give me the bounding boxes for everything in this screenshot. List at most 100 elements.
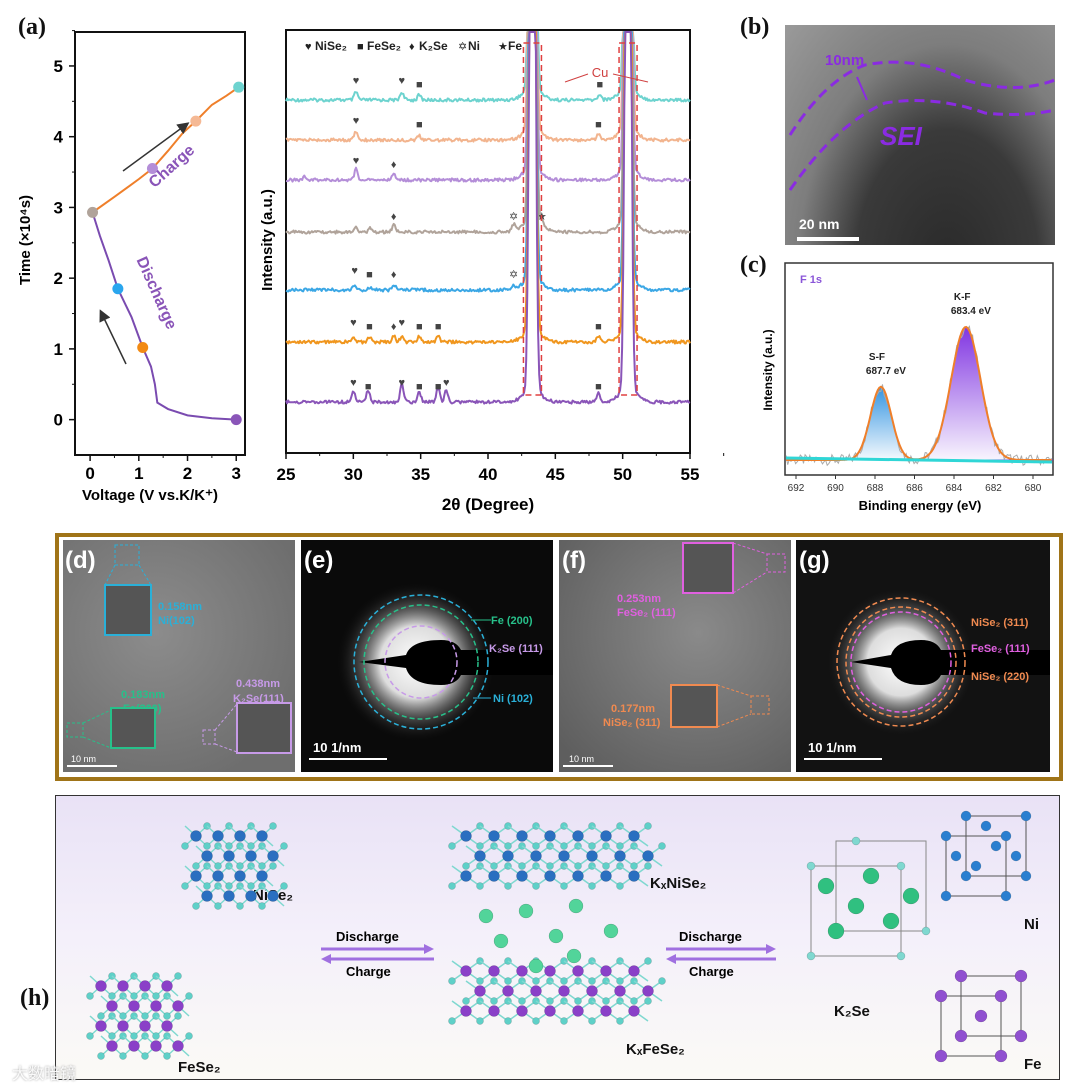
charge-label: Charge bbox=[346, 964, 391, 979]
se-atom bbox=[546, 862, 554, 870]
ni-atom bbox=[460, 830, 472, 842]
ni-atom bbox=[212, 870, 224, 882]
x-tick-label: 684 bbox=[946, 483, 963, 494]
fe-atom bbox=[460, 1005, 472, 1017]
fe-atom bbox=[954, 969, 968, 983]
k-atom bbox=[902, 887, 920, 905]
k-atom bbox=[568, 898, 584, 914]
ni-atom bbox=[558, 850, 570, 862]
nise2-lattice-inset bbox=[670, 684, 718, 728]
sei-label: SEI bbox=[880, 121, 923, 151]
nise2-spacing-label: 0.177nm bbox=[611, 703, 655, 715]
fe-atom bbox=[544, 965, 556, 977]
ni-atom bbox=[502, 850, 514, 862]
fit-envelope bbox=[786, 325, 1052, 461]
se-atom bbox=[163, 1012, 171, 1020]
ring-label-nise2-220: NiSe₂ (220) bbox=[971, 671, 1029, 683]
ni-atom bbox=[201, 850, 213, 862]
ni-atom bbox=[1020, 870, 1032, 882]
cu-leader-line bbox=[564, 73, 589, 83]
phase-marker: ♦ bbox=[391, 269, 397, 281]
unit-cell bbox=[965, 815, 1027, 877]
se-atom bbox=[476, 842, 484, 850]
y-axis-label: Intensity (a.u.) bbox=[259, 189, 276, 291]
x-axis-label: Voltage (V vs.K/K⁺) bbox=[82, 487, 218, 504]
se-atom bbox=[560, 842, 568, 850]
fe-lattice-inset bbox=[110, 707, 156, 749]
discharge-direction-arrow bbox=[99, 309, 127, 365]
fe-atom bbox=[460, 965, 472, 977]
se-atom bbox=[896, 861, 906, 871]
ni-atom bbox=[223, 890, 235, 902]
fit-peak-k-f bbox=[786, 326, 1053, 461]
ni-atom bbox=[940, 890, 952, 902]
y-axis-label: Time (×10⁴s) bbox=[17, 195, 34, 285]
se-atom bbox=[152, 992, 160, 1000]
se-atom bbox=[476, 882, 484, 890]
x-tick-label: 686 bbox=[906, 483, 923, 494]
phase-marker: ♥ bbox=[353, 75, 360, 87]
fe-atom bbox=[150, 1040, 162, 1052]
se-atom bbox=[616, 882, 624, 890]
unit-cell bbox=[945, 835, 1007, 897]
kxnise2-label: KₓNiSe₂ bbox=[650, 875, 706, 892]
legend-symbol: ✡ bbox=[458, 41, 467, 53]
se-atom bbox=[462, 997, 470, 1005]
se-atom bbox=[644, 997, 652, 1005]
se-atom bbox=[192, 862, 200, 870]
ni-atom bbox=[586, 850, 598, 862]
se-atom bbox=[130, 992, 138, 1000]
panel-label-b: (b) bbox=[740, 14, 770, 40]
ni-atom bbox=[245, 890, 257, 902]
se-atom bbox=[225, 842, 233, 850]
ring-label-nise2-311: NiSe₂ (311) bbox=[971, 617, 1029, 629]
fe-atom bbox=[161, 1020, 173, 1032]
voltage-time-chart: 0 1 2 3 0 1 2 3 4 5 Voltage (V vs.K/K⁺) Time (×10⁴s… bbox=[17, 30, 246, 504]
fe-atom bbox=[934, 989, 948, 1003]
peak-label: S-F bbox=[869, 352, 885, 363]
fe-atom bbox=[994, 1049, 1008, 1063]
reaction-arrow-2: Discharge Charge bbox=[666, 929, 776, 979]
x-tick-label: 45 bbox=[546, 465, 565, 484]
nise2-plane-label: NiSe₂ (311) bbox=[603, 717, 661, 729]
chart-title: F 1s bbox=[800, 274, 822, 286]
se-atom bbox=[616, 1017, 624, 1025]
x-axis-label: 2θ (Degree) bbox=[442, 495, 534, 514]
fe-atom bbox=[161, 980, 173, 992]
ni-atom bbox=[1020, 810, 1032, 822]
k-atom bbox=[478, 908, 494, 924]
fe-atom bbox=[117, 980, 129, 992]
peak-value: 687.7 eV bbox=[866, 366, 906, 377]
ni-atom bbox=[600, 870, 612, 882]
se-atom bbox=[163, 1052, 171, 1060]
ni-atom bbox=[488, 870, 500, 882]
fese2-plane-label: FeSe₂ (111) bbox=[617, 607, 676, 619]
cu-label: Cu bbox=[592, 65, 609, 80]
ni-atom bbox=[190, 870, 202, 882]
se-atom bbox=[247, 842, 255, 850]
cu-peak-box bbox=[522, 42, 543, 396]
se-atom bbox=[108, 1032, 116, 1040]
scale-bar-label: 10 nm bbox=[71, 754, 96, 764]
tem-image-sei: 10nm SEI 20 nm bbox=[785, 25, 1055, 245]
legend-label: Fe bbox=[508, 39, 522, 53]
cu-leader-line bbox=[612, 73, 649, 83]
k-atom bbox=[827, 922, 845, 940]
fe-atom bbox=[516, 1005, 528, 1017]
phase-marker: ♥ bbox=[350, 317, 357, 329]
fe-atom bbox=[172, 1040, 184, 1052]
phase-marker: ♥ bbox=[399, 377, 406, 389]
fe-atom bbox=[516, 965, 528, 977]
cu-peak-box bbox=[618, 42, 638, 396]
se-atom bbox=[185, 1032, 193, 1040]
se-atom bbox=[119, 1052, 127, 1060]
fe-atom bbox=[106, 1000, 118, 1012]
legend-symbol: ♦ bbox=[409, 41, 415, 53]
y-tick-label: 1 bbox=[54, 340, 63, 359]
se-atom bbox=[236, 902, 244, 910]
k2se-label: K₂Se bbox=[834, 1003, 870, 1020]
fe-atom bbox=[150, 1000, 162, 1012]
saed-pattern-e: (e) Fe (200) K₂Se (111) Ni (102) 10 1/nm bbox=[301, 540, 553, 772]
fe-atom bbox=[502, 985, 514, 997]
se-atom bbox=[214, 862, 222, 870]
